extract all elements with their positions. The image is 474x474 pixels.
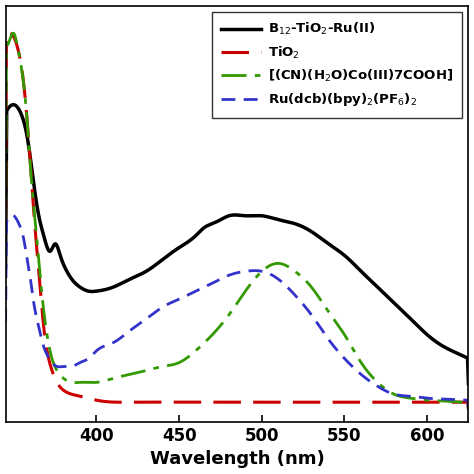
B$_{12}$-TiO$_2$-Ru(II) <box>367 277 373 283</box>
TiO$_2$ <box>367 400 373 405</box>
TiO$_2$ <box>228 400 234 405</box>
B$_{12}$-TiO$_2$-Ru(II) <box>228 212 234 218</box>
TiO$_2$ <box>465 407 471 412</box>
TiO$_2$ <box>452 400 458 405</box>
Ru(dcb)(bpy)$_2$(PF$_6$)$_2$ <box>216 277 221 283</box>
B$_{12}$-TiO$_2$-Ru(II) <box>452 349 458 355</box>
TiO$_2$ <box>6 30 11 36</box>
Line: B$_{12}$-TiO$_2$-Ru(II): B$_{12}$-TiO$_2$-Ru(II) <box>6 105 468 384</box>
Line: Ru(dcb)(bpy)$_2$(PF$_6$)$_2$: Ru(dcb)(bpy)$_2$(PF$_6$)$_2$ <box>6 215 468 409</box>
[(CN)(H$_2$O)Co(III)7COOH] <box>10 30 16 36</box>
[(CN)(H$_2$O)Co(III)7COOH] <box>216 325 221 331</box>
TiO$_2$ <box>452 400 458 405</box>
Line: [(CN)(H$_2$O)Co(III)7COOH]: [(CN)(H$_2$O)Co(III)7COOH] <box>6 33 468 410</box>
Ru(dcb)(bpy)$_2$(PF$_6$)$_2$ <box>3 319 9 325</box>
B$_{12}$-TiO$_2$-Ru(II) <box>452 349 458 355</box>
TiO$_2$ <box>3 225 9 230</box>
[(CN)(H$_2$O)Co(III)7COOH] <box>452 399 458 405</box>
[(CN)(H$_2$O)Co(III)7COOH] <box>228 310 234 315</box>
B$_{12}$-TiO$_2$-Ru(II) <box>465 381 471 387</box>
[(CN)(H$_2$O)Co(III)7COOH] <box>465 407 471 412</box>
Ru(dcb)(bpy)$_2$(PF$_6$)$_2$ <box>27 270 32 275</box>
Legend: B$_{12}$-TiO$_2$-Ru(II), TiO$_2$, [(CN)(H$_2$O)Co(III)7COOH], Ru(dcb)(bpy)$_2$(P: B$_{12}$-TiO$_2$-Ru(II), TiO$_2$, [(CN)(… <box>212 12 462 118</box>
[(CN)(H$_2$O)Co(III)7COOH] <box>27 150 32 156</box>
B$_{12}$-TiO$_2$-Ru(II) <box>3 264 9 270</box>
TiO$_2$ <box>27 146 32 152</box>
B$_{12}$-TiO$_2$-Ru(II) <box>216 218 221 224</box>
B$_{12}$-TiO$_2$-Ru(II) <box>10 102 16 108</box>
[(CN)(H$_2$O)Co(III)7COOH] <box>3 231 9 237</box>
Ru(dcb)(bpy)$_2$(PF$_6$)$_2$ <box>452 397 458 402</box>
TiO$_2$ <box>216 400 221 405</box>
[(CN)(H$_2$O)Co(III)7COOH] <box>367 372 373 377</box>
Ru(dcb)(bpy)$_2$(PF$_6$)$_2$ <box>228 272 234 277</box>
Ru(dcb)(bpy)$_2$(PF$_6$)$_2$ <box>367 379 373 384</box>
Ru(dcb)(bpy)$_2$(PF$_6$)$_2$ <box>465 406 471 411</box>
Ru(dcb)(bpy)$_2$(PF$_6$)$_2$ <box>9 212 15 218</box>
X-axis label: Wavelength (nm): Wavelength (nm) <box>150 450 324 468</box>
[(CN)(H$_2$O)Co(III)7COOH] <box>452 399 458 405</box>
Line: TiO$_2$: TiO$_2$ <box>6 33 468 410</box>
Ru(dcb)(bpy)$_2$(PF$_6$)$_2$ <box>452 397 458 402</box>
B$_{12}$-TiO$_2$-Ru(II) <box>27 148 32 154</box>
